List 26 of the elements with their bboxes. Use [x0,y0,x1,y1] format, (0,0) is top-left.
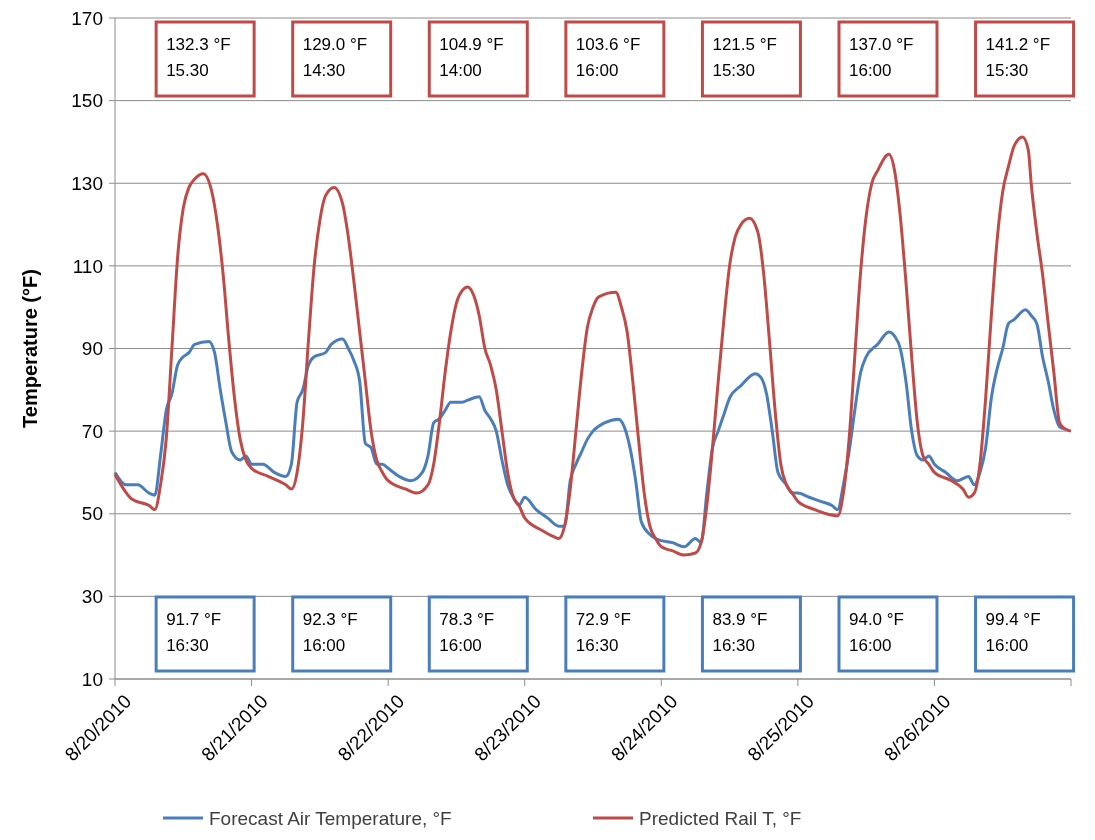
y-tick-label: 50 [81,503,103,525]
y-tick-label: 150 [71,90,103,112]
y-tick-label: 70 [81,420,103,442]
y-tick-label: 30 [81,586,103,608]
annotation: 94.0 °F 16:00 [848,610,904,655]
annotation: 103.6 °F 16:00 [575,35,641,80]
y-tick-label: 110 [72,255,103,277]
legend-label: Predicted Rail T, °F [639,807,802,829]
annotation: 104.9 °F 14:00 [439,35,504,80]
y-tick-label: 130 [71,172,103,194]
y-tick-label: 10 [81,668,103,690]
y-tick-label: 170 [71,7,103,29]
annotation: 99.4 °F 16:00 [985,610,1041,655]
annotation: 141.2 °F 15:30 [985,35,1051,80]
annotation: 92.3 °F 16:00 [302,610,358,655]
y-axis-title: Temperature (°F) [19,269,41,428]
annotation: 83.9 °F 16:30 [712,610,768,655]
annotation: 129.0 °F 14:30 [302,35,368,80]
annotation: 91.7 °F 16:30 [166,610,222,655]
annotation: 132.3 °F 15.30 [166,35,231,80]
annotation: 78.3 °F 16:00 [439,610,495,655]
annotation: 72.9 °F 16:30 [575,610,631,655]
y-tick-label: 90 [81,338,103,360]
legend-label: Forecast Air Temperature, °F [209,807,452,829]
annotation: 137.0 °F 16:00 [848,35,914,80]
annotation: 121.5 °F 15:30 [712,35,777,80]
